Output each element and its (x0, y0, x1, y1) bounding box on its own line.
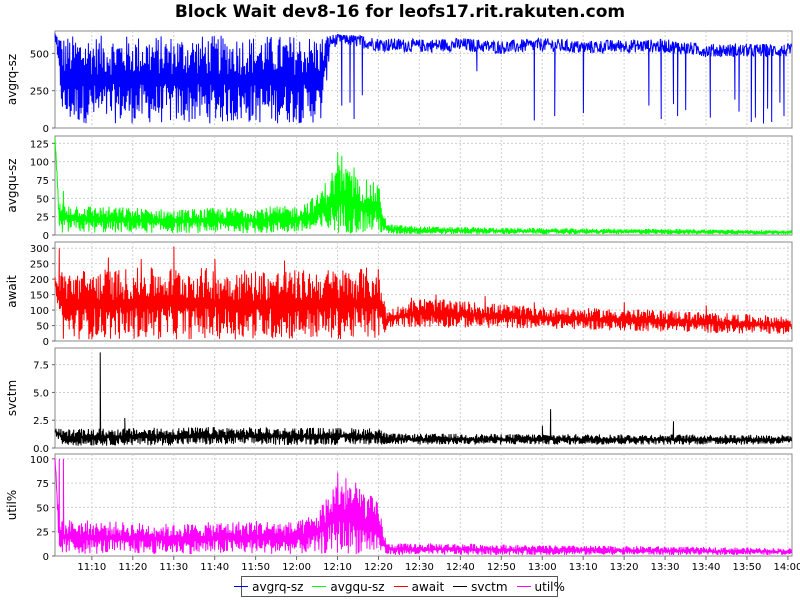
ytick-label-avgqu-sz-1: 25 (36, 213, 49, 224)
ytick-label-avgqu-sz-3: 75 (36, 176, 49, 187)
ytick-label-await-1: 50 (36, 322, 49, 333)
ytick-label-util%-2: 50 (36, 503, 49, 514)
series-line-avgrq-sz (54, 33, 792, 124)
ytick-label-avgrq-sz-2: 500 (30, 49, 49, 60)
xtick-label-7: 12:20 (364, 562, 393, 573)
xtick-label-1: 11:20 (118, 562, 147, 573)
ylabel-await: await (5, 275, 19, 308)
legend-label-avgrq-sz: avgrq-sz (252, 579, 304, 594)
xtick-label-4: 11:50 (241, 562, 270, 573)
legend-swatch-avgqu-sz (312, 586, 327, 587)
xtick-label-3: 11:40 (200, 562, 229, 573)
xtick-label-0: 11:10 (77, 562, 106, 573)
ylabel-avgrq-sz: avgrq-sz (5, 54, 19, 105)
ytick-label-avgrq-sz-1: 250 (30, 87, 49, 98)
series-line-avgqu-sz (54, 137, 792, 236)
ytick-label-await-3: 150 (30, 291, 49, 302)
legend-item-avgrq-sz: avgrq-sz (234, 580, 303, 594)
legend-swatch-avgrq-sz (234, 586, 249, 587)
ytick-label-await-4: 200 (30, 275, 49, 286)
ytick-label-await-5: 250 (30, 260, 49, 271)
legend-item-svctm: svctm (453, 579, 508, 594)
ylabel-util%: util% (5, 490, 19, 520)
ytick-label-svctm-0: 0.0 (33, 444, 49, 455)
legend-swatch-svctm (453, 586, 468, 587)
ytick-label-util%-0: 0 (43, 552, 49, 563)
legend-swatch-await (393, 586, 408, 587)
ytick-label-await-6: 300 (30, 244, 49, 255)
xtick-label-15: 13:40 (692, 562, 721, 573)
series-line-svctm (54, 352, 792, 446)
ytick-label-util%-3: 75 (36, 479, 49, 490)
ytick-label-svctm-1: 2.5 (33, 416, 49, 427)
legend-item-util: util% (516, 579, 565, 594)
xtick-label-13: 13:20 (610, 562, 639, 573)
legend-label-svctm: svctm (471, 579, 508, 594)
legend-item-avgqu-sz: avgqu-sz (312, 579, 385, 594)
legend-item-await: await (393, 579, 445, 594)
xtick-label-6: 12:10 (323, 562, 352, 573)
xtick-label-5: 12:00 (282, 562, 311, 573)
xtick-label-11: 13:00 (528, 562, 557, 573)
xtick-label-14: 13:30 (651, 562, 680, 573)
legend-label-avgqu-sz: avgqu-sz (330, 579, 385, 594)
ylabel-avgqu-sz: avgqu-sz (5, 158, 19, 212)
xtick-label-16: 13:50 (733, 562, 762, 573)
ytick-label-await-2: 100 (30, 306, 49, 317)
ytick-label-avgqu-sz-0: 0 (43, 231, 49, 242)
ytick-label-util%-4: 100 (30, 455, 49, 466)
series-line-util% (54, 458, 792, 556)
chart-title: Block Wait dev8-16 for leofs17.rit.rakut… (174, 2, 626, 22)
ytick-label-svctm-3: 7.5 (33, 361, 49, 372)
ytick-label-avgrq-sz-0: 0 (43, 124, 49, 135)
legend-swatch-util (516, 586, 531, 587)
xtick-label-2: 11:30 (159, 562, 188, 573)
ytick-label-avgqu-sz-4: 100 (30, 158, 49, 169)
chart-legend: avgrq-sz avgqu-sz await svctm util% (234, 576, 565, 597)
xtick-label-10: 12:50 (487, 562, 516, 573)
ytick-label-await-0: 0 (43, 337, 49, 348)
xtick-label-12: 13:10 (569, 562, 598, 573)
xtick-label-17: 14:00 (773, 562, 800, 573)
series-line-await (54, 246, 792, 340)
ytick-label-util%-1: 25 (36, 528, 49, 539)
legend-label-await: await (411, 579, 445, 594)
legend-label-util: util% (534, 579, 565, 594)
ytick-label-avgqu-sz-5: 125 (30, 139, 49, 150)
ytick-label-svctm-2: 5.0 (33, 388, 49, 399)
xtick-label-8: 12:30 (405, 562, 434, 573)
ylabel-svctm: svctm (5, 380, 19, 416)
ytick-label-avgqu-sz-2: 50 (36, 194, 49, 205)
xtick-label-9: 12:40 (446, 562, 475, 573)
